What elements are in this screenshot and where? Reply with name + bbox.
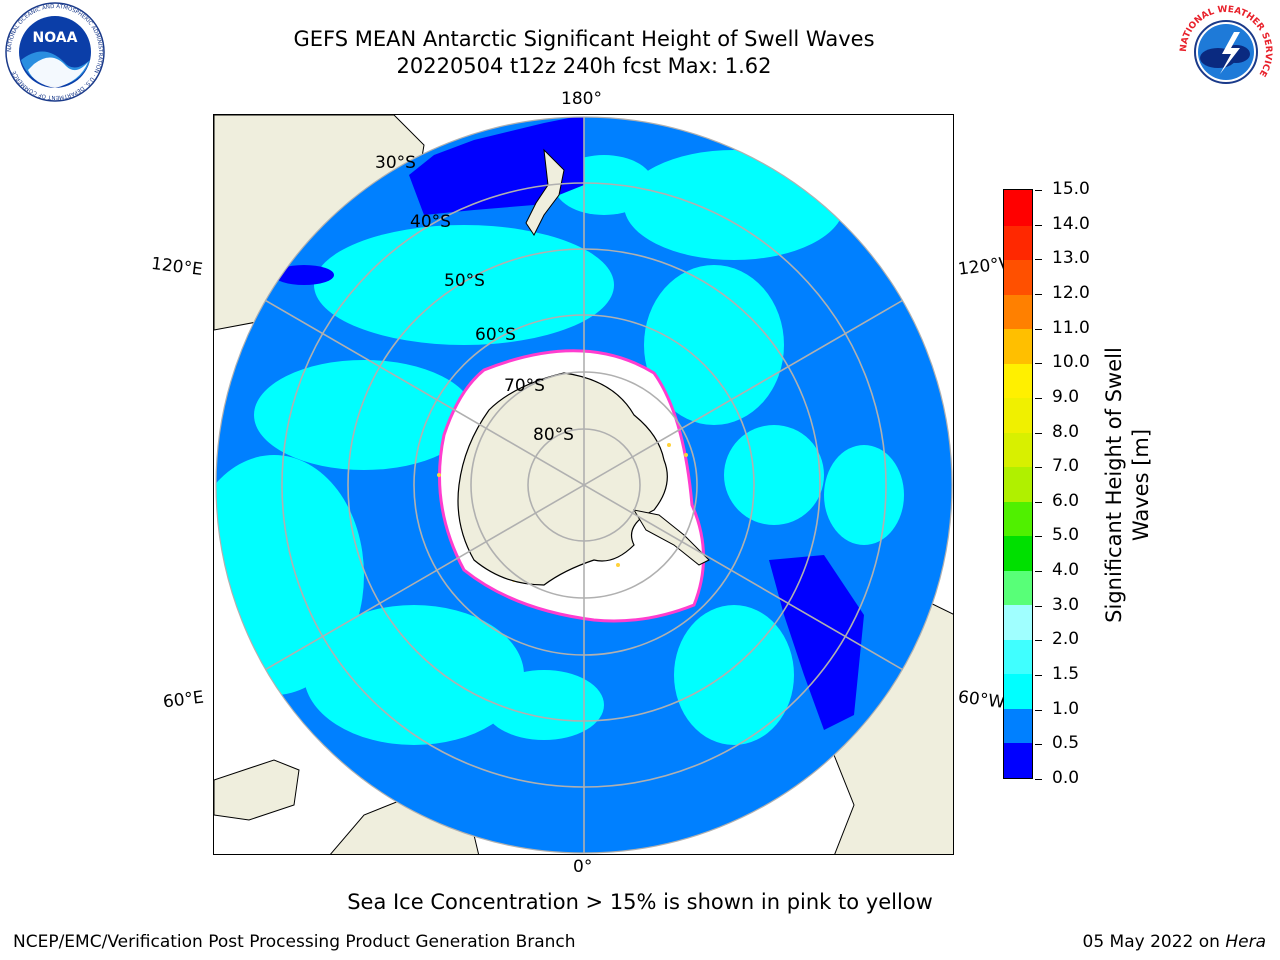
- swell-0.0-0.5m: [274, 117, 864, 730]
- lon-label-180: 180°: [561, 89, 602, 109]
- colorbar-segment: [1004, 466, 1032, 502]
- colorbar-tick-label: 14.0: [1052, 213, 1090, 234]
- colorbar-tick: [1035, 397, 1042, 399]
- nws-logo: NATIONAL WEATHER SERVICE: [1178, 4, 1274, 100]
- colorbar-tick-label: 10.0: [1052, 352, 1090, 373]
- colorbar-tick: [1035, 224, 1042, 226]
- colorbar-tick-label: 1.5: [1052, 664, 1080, 685]
- colorbar-tick: [1035, 328, 1042, 330]
- colorbar-tick-label: 12.0: [1052, 282, 1090, 303]
- colorbar-segment: [1004, 570, 1032, 606]
- colorbar-tick-label: 5.0: [1052, 525, 1080, 546]
- graticule: [216, 117, 952, 853]
- colorbar-tick: [1035, 190, 1042, 191]
- noaa-logo: NATIONAL OCEANIC AND ATMOSPHERIC ADMINIS…: [5, 2, 105, 102]
- colorbar-tick-label: 13.0: [1052, 248, 1090, 269]
- colorbar-tick: [1035, 293, 1042, 295]
- colorbar-tick: [1035, 744, 1042, 746]
- credit-line: NCEP/EMC/Verification Post Processing Pr…: [13, 932, 576, 952]
- colorbar-tick: [1035, 605, 1042, 607]
- colorbar-segment: [1004, 501, 1032, 537]
- colorbar-label: Significant Height of Swell Waves [m]: [1102, 347, 1153, 623]
- svg-text:NOAA: NOAA: [33, 30, 78, 46]
- colorbar-segment: [1004, 259, 1032, 295]
- colorbar-segment: [1004, 708, 1032, 744]
- date-stamp: 05 May 2022 on Hera: [1082, 932, 1267, 952]
- colorbar-segment: [1004, 190, 1032, 226]
- lat-label-60s: 60°S: [475, 325, 516, 345]
- colorbar-tick-label: 7.0: [1052, 456, 1080, 477]
- colorbar-tick-label: 1.0: [1052, 698, 1080, 719]
- lat-label-40s: 40°S: [410, 212, 451, 232]
- machine-name: Hera: [1225, 932, 1266, 952]
- colorbar-segment: [1004, 604, 1032, 640]
- lon-label-60w: 60°W: [956, 687, 1006, 713]
- colorbar-tick: [1035, 536, 1042, 538]
- colorbar-tick-label: 6.0: [1052, 490, 1080, 511]
- colorbar-segment: [1004, 328, 1032, 364]
- colorbar-tick-label: 0.0: [1052, 768, 1080, 788]
- colorbar: [1003, 189, 1033, 779]
- colorbar-segment: [1004, 397, 1032, 433]
- colorbar-segment: [1004, 535, 1032, 571]
- colorbar-tick: [1035, 432, 1042, 434]
- lon-label-60e: 60°E: [161, 687, 205, 713]
- colorbar-tick-label: 0.5: [1052, 733, 1080, 754]
- colorbar-segment: [1004, 742, 1032, 778]
- land-antarctic-peninsula: [632, 509, 710, 566]
- lat-label-50s: 50°S: [444, 271, 485, 291]
- colorbar-tick: [1035, 709, 1042, 711]
- map-subtitle: 20220504 t12z 240h fcst Max: 1.62: [396, 54, 772, 78]
- lon-label-0: 0°: [573, 857, 593, 877]
- lat-label-70s: 70°S: [504, 376, 545, 396]
- map-title: GEFS MEAN Antarctic Significant Height o…: [293, 27, 875, 51]
- colorbar-tick: [1035, 501, 1042, 503]
- colorbar-segment: [1004, 639, 1032, 675]
- colorbar-tick: [1035, 571, 1042, 573]
- colorbar-tick-label: 4.0: [1052, 560, 1080, 581]
- polar-map[interactable]: [214, 115, 954, 855]
- colorbar-tick-label: 8.0: [1052, 421, 1080, 442]
- colorbar-segment: [1004, 294, 1032, 330]
- colorbar-tick-label: 2.0: [1052, 629, 1080, 650]
- colorbar-tick: [1035, 467, 1042, 469]
- colorbar-tick-label: 15.0: [1052, 179, 1090, 199]
- colorbar-tick: [1035, 640, 1042, 642]
- colorbar-tick: [1035, 259, 1042, 261]
- colorbar-segment: [1004, 224, 1032, 261]
- land-madagascar: [214, 759, 300, 821]
- lat-label-30s: 30°S: [375, 153, 416, 173]
- colorbar-segment: [1004, 432, 1032, 468]
- colorbar-tick-label: 11.0: [1052, 317, 1090, 338]
- colorbar-tick-label: 3.0: [1052, 594, 1080, 615]
- lon-label-120e: 120°E: [149, 253, 204, 281]
- lat-label-80s: 80°S: [533, 425, 574, 445]
- colorbar-segment: [1004, 363, 1032, 399]
- colorbar-segment: [1004, 673, 1032, 709]
- colorbar-tick: [1035, 779, 1042, 780]
- sea-ice-note: Sea Ice Concentration > 15% is shown in …: [347, 890, 933, 914]
- lon-label-120w: 120°W: [956, 254, 1006, 280]
- colorbar-tick: [1035, 675, 1042, 677]
- colorbar-tick-label: 9.0: [1052, 386, 1080, 407]
- map-panel[interactable]: [213, 114, 954, 855]
- land-new-zealand: [525, 148, 565, 236]
- colorbar-tick: [1035, 363, 1042, 365]
